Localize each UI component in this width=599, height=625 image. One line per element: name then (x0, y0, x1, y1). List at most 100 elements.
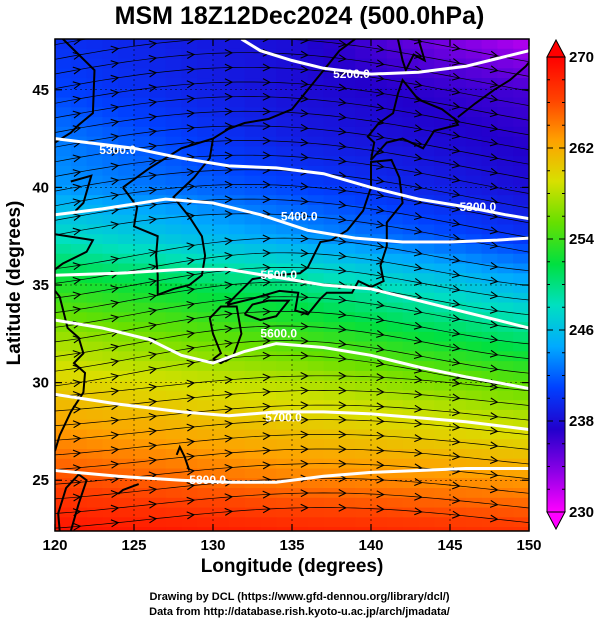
wind-arrow (224, 166, 234, 175)
wind-arrow (148, 69, 158, 78)
wind-arrow (224, 354, 234, 363)
wind-arrow (413, 226, 423, 235)
coastline-path (70, 174, 93, 212)
contour-label: 5200.0 (333, 67, 370, 81)
wind-arrow (186, 379, 196, 388)
wind-arrow (413, 153, 423, 162)
y-tick-label: 25 (32, 472, 49, 489)
wind-arrow (376, 461, 385, 470)
wind-arrow (413, 321, 423, 330)
wind-arrow (224, 310, 234, 319)
wind-arrow (224, 281, 234, 290)
colorbar-tick-label: 238 (569, 413, 594, 430)
wind-arrow (186, 511, 196, 520)
wind-arrow (489, 426, 499, 435)
wind-arrow (148, 366, 158, 374)
contour-line (55, 137, 529, 221)
wind-arrow (300, 153, 310, 162)
wind-arrow (224, 325, 234, 334)
wind-arrow (338, 445, 347, 454)
wind-arrow (186, 109, 196, 118)
wind-arrow (452, 437, 461, 446)
wind-arrow (148, 278, 158, 287)
wind-arrow (338, 54, 347, 63)
wind-arrow (224, 463, 234, 472)
wind-arrow (338, 310, 347, 319)
contour-label: 5300.0 (460, 200, 497, 214)
wind-arrow (224, 107, 234, 116)
wind-arrow (72, 81, 82, 90)
credit-data: Data from http://database.rish.kyoto-u.a… (149, 606, 450, 618)
wind-arrow (186, 80, 196, 89)
wind-arrow (262, 63, 272, 72)
wind-arrow (72, 350, 82, 358)
wind-arrow (72, 449, 82, 458)
wind-arrow (110, 89, 120, 98)
wind-arrow (489, 382, 499, 391)
wind-arrow (224, 449, 234, 458)
wind-arrow (110, 177, 120, 186)
wind-arrow (110, 373, 120, 381)
contour-label: 5600.0 (260, 327, 297, 341)
wind-arrow (413, 109, 423, 118)
wind-arrow (148, 398, 158, 407)
wind-arrow (376, 373, 385, 382)
wind-arrow (452, 422, 461, 431)
wind-arrow (186, 168, 196, 177)
wind-arrow (110, 314, 120, 323)
wind-arrow (451, 284, 461, 293)
wind-arrow (338, 127, 347, 136)
wind-arrow (338, 237, 347, 246)
wind-arrow (72, 66, 82, 75)
wind-arrow (262, 39, 270, 43)
wind-arrow (338, 489, 347, 497)
wind-arrow (489, 470, 499, 479)
wind-arrow (414, 448, 423, 457)
wind-arrow (186, 330, 196, 339)
wind-arrow (224, 339, 234, 348)
coastline-path (175, 444, 191, 471)
contour-line (240, 39, 529, 76)
coastline-path (117, 483, 140, 495)
wind-arrow (148, 263, 158, 272)
wind-arrow (72, 227, 82, 236)
wind-arrow (224, 434, 234, 443)
coastline-path (457, 61, 529, 118)
wind-arrow (224, 420, 234, 429)
wind-arrow (301, 22, 308, 29)
colorbar: 230 238 246 254 262 270 (546, 38, 595, 531)
wind-arrow (263, 20, 270, 27)
wind-arrow (262, 461, 272, 470)
wind-arrow (376, 88, 385, 97)
wind-arrow (110, 255, 120, 264)
wind-arrow (452, 510, 461, 519)
wind-streamlines (55, 20, 529, 531)
wind-arrow (376, 44, 385, 53)
wind-arrow (489, 499, 499, 508)
wind-arrow (489, 50, 499, 59)
wind-arrow (148, 322, 158, 331)
y-tick-label: 35 (32, 277, 49, 294)
coastline-path (366, 77, 460, 161)
wind-arrow (376, 176, 385, 185)
wind-arrow (148, 171, 158, 180)
wind-arrow (300, 293, 310, 302)
wind-arrow (262, 263, 272, 272)
wind-arrow (300, 351, 310, 360)
wind-arrow (452, 408, 461, 417)
wind-arrow (110, 221, 120, 230)
x-tick-label: 120 (42, 537, 67, 554)
wind-arrow (72, 276, 82, 285)
wind-arrow (224, 507, 234, 516)
wind-arrow (186, 65, 196, 74)
wind-arrow (376, 490, 385, 499)
wind-arrow (376, 402, 385, 411)
wind-arrow (300, 234, 310, 243)
wind-arrow (338, 503, 347, 512)
wind-arrow (414, 375, 423, 384)
wind-arrow (376, 103, 385, 112)
wind-arrow (376, 132, 385, 141)
wind-arrow (187, 22, 194, 29)
wind-arrow (489, 335, 499, 344)
wind-arrow (489, 182, 499, 191)
